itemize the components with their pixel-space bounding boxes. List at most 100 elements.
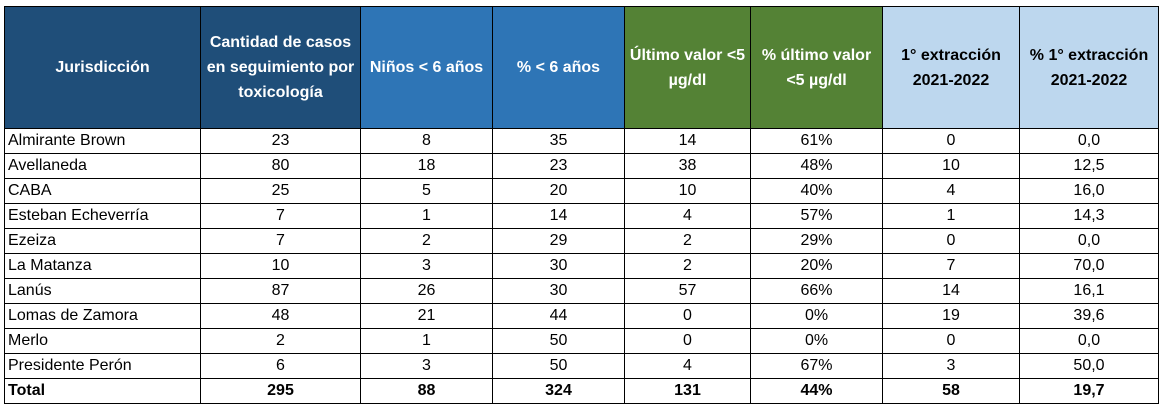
- value-cell: 295: [200, 378, 361, 404]
- table-row: Esteban Echeverría 7 1 14 4 57% 1 14,3: [4, 203, 1159, 229]
- value-cell: 10: [624, 178, 751, 204]
- value-cell: 21: [360, 303, 493, 329]
- value-cell: 48: [200, 303, 361, 329]
- value-cell: 14: [492, 203, 625, 229]
- value-cell: 19: [882, 303, 1020, 329]
- data-table: Jurisdicción Cantidad de casos en seguim…: [4, 6, 1159, 404]
- value-cell: 1: [882, 203, 1020, 229]
- value-cell: 1: [360, 328, 493, 354]
- header-cantidad-casos: Cantidad de casos en seguimiento por tox…: [200, 6, 361, 129]
- value-cell: 10: [200, 253, 361, 279]
- value-cell: 0,0: [1019, 128, 1159, 154]
- value-cell: 0,0: [1019, 328, 1159, 354]
- value-cell: 4: [624, 353, 751, 379]
- jurisdiction-cell: Lanús: [4, 278, 201, 304]
- value-cell: 39,6: [1019, 303, 1159, 329]
- jurisdiction-cell: Lomas de Zamora: [4, 303, 201, 329]
- header-row: Jurisdicción Cantidad de casos en seguim…: [4, 6, 1159, 129]
- jurisdiction-cell: Avellaneda: [4, 153, 201, 179]
- value-cell: 23: [492, 153, 625, 179]
- value-cell: 0: [882, 328, 1020, 354]
- jurisdiction-cell: Ezeiza: [4, 228, 201, 254]
- table-row: Lomas de Zamora 48 21 44 0 0% 19 39,6: [4, 303, 1159, 329]
- value-cell: 3: [882, 353, 1020, 379]
- header-pct-ultimo-valor: % último valor <5 µg/dl: [750, 6, 883, 129]
- header-primera-extraccion: 1° extracción 2021-2022: [882, 6, 1020, 129]
- value-cell: 0,0: [1019, 228, 1159, 254]
- value-cell: 66%: [750, 278, 883, 304]
- value-cell: 1: [360, 203, 493, 229]
- value-cell: 20%: [750, 253, 883, 279]
- jurisdiction-cell: Esteban Echeverría: [4, 203, 201, 229]
- value-cell: 50: [492, 353, 625, 379]
- value-cell: 29: [492, 228, 625, 254]
- total-row: Total 295 88 324 131 44% 58 19,7: [4, 378, 1159, 404]
- header-ultimo-valor: Último valor <5 µg/dl: [624, 6, 751, 129]
- value-cell: 29%: [750, 228, 883, 254]
- jurisdiction-cell: Presidente Perón: [4, 353, 201, 379]
- value-cell: 26: [360, 278, 493, 304]
- header-pct-primera-extraccion: % 1° extracción 2021-2022: [1019, 6, 1159, 129]
- value-cell: 2: [624, 253, 751, 279]
- value-cell: 0%: [750, 303, 883, 329]
- table-row: La Matanza 10 3 30 2 20% 7 70,0: [4, 253, 1159, 279]
- value-cell: 10: [882, 153, 1020, 179]
- value-cell: 18: [360, 153, 493, 179]
- value-cell: 0: [882, 228, 1020, 254]
- value-cell: 3: [360, 353, 493, 379]
- value-cell: 0: [624, 303, 751, 329]
- table-row: Avellaneda 80 18 23 38 48% 10 12,5: [4, 153, 1159, 179]
- value-cell: 44%: [750, 378, 883, 404]
- value-cell: 48%: [750, 153, 883, 179]
- value-cell: 3: [360, 253, 493, 279]
- value-cell: 324: [492, 378, 625, 404]
- value-cell: 0%: [750, 328, 883, 354]
- table-body: Almirante Brown 23 8 35 14 61% 0 0,0 Avellaneda 8…: [4, 128, 1159, 404]
- value-cell: 44: [492, 303, 625, 329]
- jurisdiction-cell: Almirante Brown: [4, 128, 201, 154]
- value-cell: 0: [624, 328, 751, 354]
- header-jurisdiccion: Jurisdicción: [4, 6, 201, 129]
- header-pct-menor-6: % < 6 años: [492, 6, 625, 129]
- jurisdiction-cell: Merlo: [4, 328, 201, 354]
- value-cell: 2: [360, 228, 493, 254]
- table-row: Almirante Brown 23 8 35 14 61% 0 0,0: [4, 128, 1159, 154]
- value-cell: 88: [360, 378, 493, 404]
- value-cell: 16,1: [1019, 278, 1159, 304]
- value-cell: 0: [882, 128, 1020, 154]
- value-cell: 20: [492, 178, 625, 204]
- value-cell: 7: [882, 253, 1020, 279]
- value-cell: 2: [624, 228, 751, 254]
- value-cell: 35: [492, 128, 625, 154]
- value-cell: 8: [360, 128, 493, 154]
- value-cell: 30: [492, 278, 625, 304]
- table-row: CABA 25 5 20 10 40% 4 16,0: [4, 178, 1159, 204]
- value-cell: 7: [200, 228, 361, 254]
- value-cell: 70,0: [1019, 253, 1159, 279]
- value-cell: 57%: [750, 203, 883, 229]
- value-cell: 12,5: [1019, 153, 1159, 179]
- value-cell: 61%: [750, 128, 883, 154]
- value-cell: 50,0: [1019, 353, 1159, 379]
- value-cell: 14: [624, 128, 751, 154]
- value-cell: 7: [200, 203, 361, 229]
- table-row: Lanús 87 26 30 57 66% 14 16,1: [4, 278, 1159, 304]
- value-cell: 23: [200, 128, 361, 154]
- value-cell: 67%: [750, 353, 883, 379]
- jurisdiction-cell: Total: [4, 378, 201, 404]
- value-cell: 4: [624, 203, 751, 229]
- table-row: Ezeiza 7 2 29 2 29% 0 0,0: [4, 228, 1159, 254]
- header-ninos-menor-6: Niños < 6 años: [360, 6, 493, 129]
- value-cell: 14,3: [1019, 203, 1159, 229]
- value-cell: 5: [360, 178, 493, 204]
- value-cell: 19,7: [1019, 378, 1159, 404]
- value-cell: 87: [200, 278, 361, 304]
- value-cell: 58: [882, 378, 1020, 404]
- value-cell: 50: [492, 328, 625, 354]
- value-cell: 38: [624, 153, 751, 179]
- value-cell: 30: [492, 253, 625, 279]
- value-cell: 16,0: [1019, 178, 1159, 204]
- value-cell: 25: [200, 178, 361, 204]
- value-cell: 6: [200, 353, 361, 379]
- value-cell: 2: [200, 328, 361, 354]
